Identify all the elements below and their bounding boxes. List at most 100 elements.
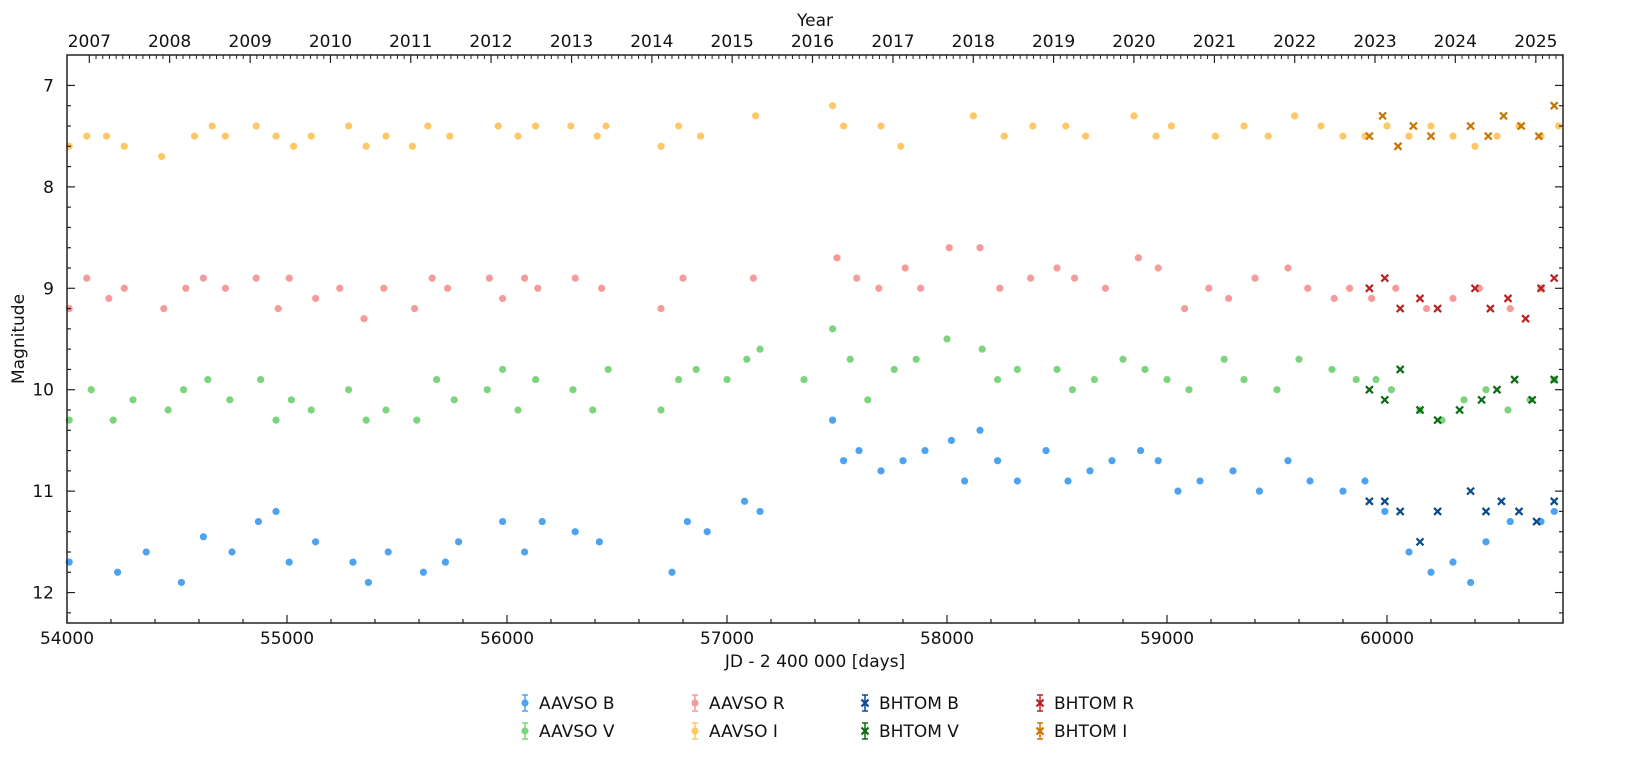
- data-point: [1273, 386, 1281, 394]
- data-point: [1506, 517, 1514, 526]
- data-point: [1504, 406, 1512, 414]
- data-point: [840, 457, 848, 465]
- data-point: [743, 355, 751, 363]
- y-tick-label: 7: [43, 76, 54, 96]
- data-point: [1378, 111, 1387, 121]
- data-point: [1415, 405, 1425, 415]
- data-point: [450, 396, 458, 404]
- data-point: [675, 122, 683, 130]
- legend-label: BHTOM R: [1054, 694, 1134, 714]
- data-point: [994, 375, 1002, 384]
- data-point: [1405, 548, 1413, 556]
- data-point: [103, 132, 111, 140]
- x-tick-label: 58000: [920, 629, 974, 649]
- data-point: [446, 132, 454, 140]
- data-point: [994, 457, 1002, 465]
- x-tick-label: 56000: [480, 629, 534, 649]
- data-point: [1506, 304, 1514, 313]
- x-tick-label: 57000: [700, 629, 754, 649]
- data-point: [1053, 365, 1061, 374]
- data-point: [1365, 497, 1374, 506]
- data-point: [534, 284, 542, 292]
- data-point: [226, 396, 234, 404]
- data-point: [864, 396, 872, 404]
- data-point: [1185, 386, 1193, 394]
- data-point: [1167, 122, 1175, 130]
- data-point: [1423, 304, 1431, 313]
- data-point: [657, 406, 665, 414]
- legend-label: AAVSO V: [539, 722, 615, 742]
- data-point: [1466, 486, 1475, 496]
- data-point: [976, 426, 984, 434]
- data-point: [1068, 386, 1076, 394]
- data-point: [1481, 507, 1491, 516]
- data-point: [345, 122, 353, 130]
- data-point: [829, 416, 837, 424]
- data-point: [1372, 375, 1380, 384]
- series-bhtom-b: [1365, 486, 1559, 547]
- data-point: [1503, 294, 1513, 303]
- data-point: [840, 122, 848, 130]
- data-point: [362, 416, 370, 424]
- data-point: [1549, 273, 1559, 283]
- data-point: [1086, 467, 1094, 475]
- data-point: [1365, 284, 1374, 293]
- data-point: [1000, 132, 1008, 140]
- data-point: [1225, 294, 1233, 303]
- series-aavso-v: [65, 325, 1558, 424]
- data-point: [1154, 264, 1162, 272]
- legend-item: AAVSO I: [691, 722, 778, 742]
- series-bhtom-i: [1365, 101, 1559, 151]
- data-point: [1510, 375, 1519, 384]
- data-point: [1013, 365, 1022, 374]
- year-tick-label: 2024: [1434, 32, 1477, 52]
- data-point: [1449, 132, 1457, 140]
- data-point: [1486, 304, 1495, 313]
- data-point: [1433, 304, 1442, 313]
- data-point: [345, 386, 353, 394]
- legend-marker: [521, 699, 529, 707]
- data-point: [274, 304, 282, 313]
- year-tick-label: 2013: [550, 32, 593, 52]
- data-point: [1516, 121, 1526, 131]
- data-point: [380, 284, 388, 292]
- data-point: [221, 132, 229, 140]
- data-point: [272, 132, 280, 140]
- data-point: [1482, 538, 1490, 546]
- legend-marker: [691, 727, 699, 735]
- data-point: [1449, 294, 1457, 303]
- data-point: [349, 558, 357, 566]
- data-point: [483, 386, 491, 394]
- data-point: [569, 386, 577, 394]
- legend-label: AAVSO B: [539, 694, 615, 714]
- data-point: [1455, 405, 1464, 415]
- data-point: [411, 304, 419, 313]
- data-point: [182, 284, 190, 292]
- data-point: [1229, 467, 1237, 475]
- data-point: [1532, 517, 1541, 526]
- data-point: [1521, 314, 1530, 323]
- data-point: [129, 396, 137, 404]
- data-point: [947, 436, 956, 445]
- data-point: [1071, 274, 1079, 282]
- data-point: [252, 274, 260, 282]
- data-point: [602, 122, 610, 130]
- data-point: [494, 122, 502, 130]
- data-point: [177, 578, 185, 587]
- legend-label: AAVSO I: [709, 722, 778, 742]
- data-point: [1196, 477, 1204, 485]
- data-point: [1251, 274, 1259, 282]
- series-aavso-b: [65, 416, 1558, 587]
- series-aavso-i: [65, 102, 1563, 161]
- legend-marker: [1035, 698, 1045, 708]
- legend-item: AAVSO V: [521, 722, 615, 742]
- data-point: [1368, 294, 1376, 303]
- data-point: [514, 406, 522, 414]
- legend-item: BHTOM B: [860, 694, 959, 714]
- top-axis: 2007 2008 2009 2010 2011 2012 2013 2014 2015 2016…: [68, 32, 1564, 63]
- data-point: [1409, 121, 1418, 131]
- series-bhtom-r: [1365, 273, 1559, 323]
- data-point: [1499, 111, 1508, 121]
- data-point: [285, 274, 293, 282]
- data-point: [105, 294, 113, 303]
